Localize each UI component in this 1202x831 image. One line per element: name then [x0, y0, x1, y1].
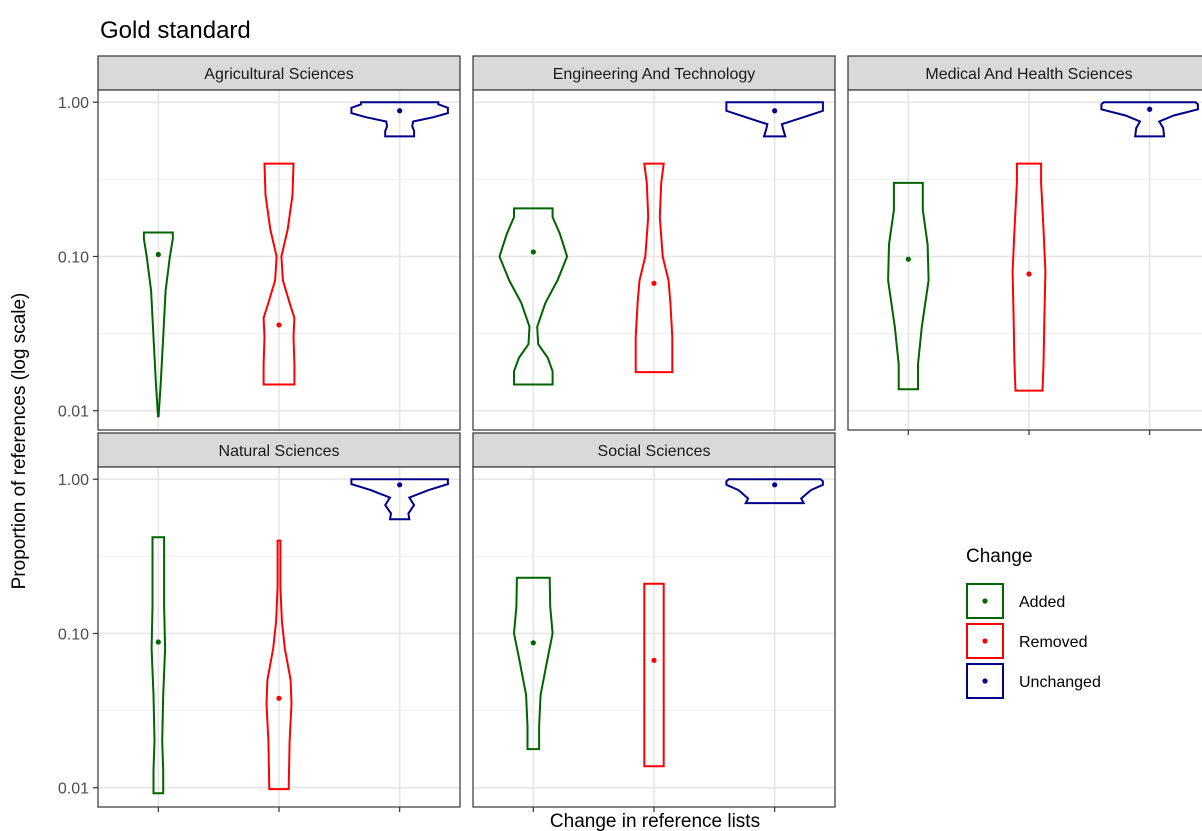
median-point-added [155, 639, 161, 645]
violin-added [142, 231, 174, 418]
y-axis-label: Proportion of references (log scale) [9, 293, 30, 590]
violin-removed [262, 162, 296, 386]
panel-border [97, 89, 461, 431]
median-point-removed [651, 657, 657, 663]
panel-strip [97, 55, 461, 91]
median-point-removed [651, 280, 657, 286]
median-point-unchanged [397, 482, 403, 488]
panel-strip [472, 432, 836, 468]
panel-agricultural-sciences: Agricultural Sciences 1.00 0.10 0.01 [58, 55, 461, 431]
median-point-unchanged [397, 108, 403, 114]
median-point-added [530, 640, 536, 646]
violin-unchanged [350, 101, 449, 138]
panel-title: Medical And Health Sciences [925, 66, 1132, 83]
median-point-unchanged [772, 108, 778, 114]
legend-label: Removed [1019, 634, 1087, 651]
panel-social-sciences: Social Sciences [472, 432, 836, 812]
panel-title: Engineering And Technology [553, 66, 756, 83]
violin-unchanged [725, 101, 824, 138]
panel-natural-sciences: Natural Sciences 1.00 0.10 0.01 [58, 432, 461, 812]
legend-label: Added [1019, 594, 1065, 611]
panel-border [472, 89, 836, 431]
legend-key-point [982, 678, 988, 684]
y-tick-label: 1.00 [58, 472, 89, 489]
x-axis-label: Change in reference lists [550, 811, 760, 831]
legend-key-point [982, 638, 988, 644]
legend-item-added: Added [966, 583, 1065, 619]
panel-strip [847, 55, 1202, 91]
y-tick-label: 0.01 [58, 781, 89, 798]
violin-unchanged [350, 478, 449, 521]
y-tick-label: 1.00 [58, 95, 89, 112]
legend-key-point [982, 598, 988, 604]
violin-removed [265, 539, 293, 791]
panel-title: Social Sciences [598, 443, 711, 460]
legend-title: Change [966, 546, 1033, 567]
panel-engineering-and-technology: Engineering And Technology [472, 55, 836, 431]
violin-added [887, 181, 930, 391]
legend-item-removed: Removed [966, 623, 1087, 659]
median-point-added [530, 249, 536, 255]
violin-added [512, 576, 554, 751]
violin-unchanged [1100, 101, 1199, 138]
legend-item-unchanged: Unchanged [966, 663, 1101, 699]
y-tick-label: 0.10 [58, 626, 89, 643]
panel-title: Agricultural Sciences [204, 66, 353, 83]
median-point-added [155, 251, 161, 258]
violin-removed [1011, 162, 1047, 392]
violin-removed [634, 162, 674, 374]
chart-title: Gold standard [100, 17, 251, 44]
panel-strip [472, 55, 836, 91]
median-point-removed [276, 695, 282, 701]
median-point-unchanged [772, 482, 778, 488]
y-tick-label: 0.01 [58, 404, 89, 421]
violin-unchanged [725, 478, 824, 505]
median-point-removed [276, 322, 282, 328]
panel-medical-and-health-sciences: Medical And Health Sciences [847, 55, 1202, 435]
median-point-removed [1026, 271, 1032, 277]
violin-added [498, 207, 569, 386]
panel-strip [97, 432, 461, 468]
facet-panels: Agricultural Sciences 1.00 0.10 0.01 Enginee… [58, 55, 1202, 812]
y-tick-label: 0.10 [58, 249, 89, 266]
median-point-added [905, 256, 911, 262]
panel-title: Natural Sciences [219, 443, 340, 460]
violin-added [150, 536, 167, 795]
legend: Change Added Removed Unchanged [966, 546, 1101, 699]
violin-removed [643, 582, 665, 768]
legend-label: Unchanged [1019, 674, 1101, 691]
median-point-unchanged [1147, 106, 1153, 112]
